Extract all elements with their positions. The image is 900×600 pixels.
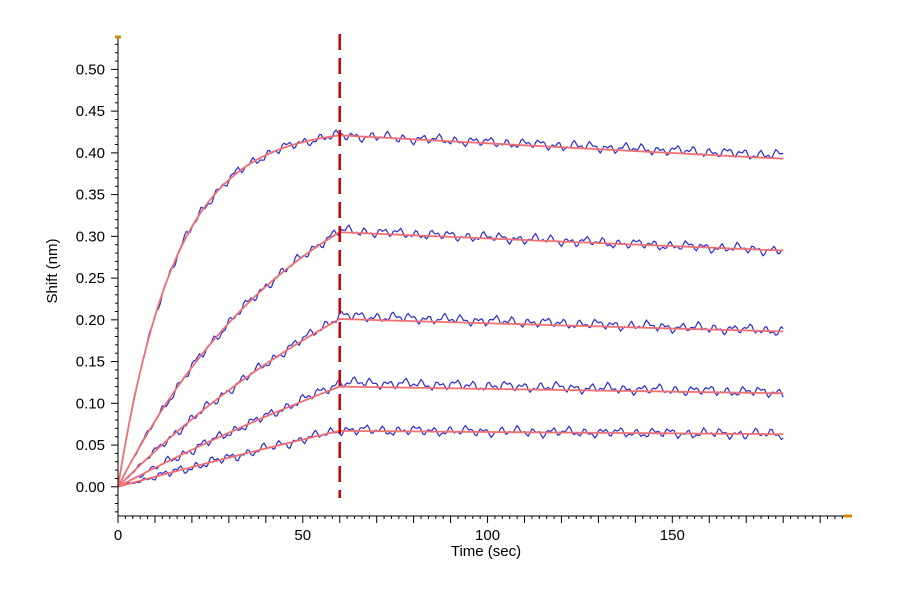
x-tick-label: 50 — [294, 527, 311, 544]
x-axis-title: Time (sec) — [451, 543, 521, 560]
y-tick-label: 0.45 — [76, 103, 105, 120]
y-tick-label: 0.50 — [76, 61, 105, 78]
fit-curve-4 — [117, 318, 784, 488]
y-tick-label: 0.00 — [76, 479, 105, 496]
y-tick-label: 0.10 — [76, 395, 105, 412]
x-tick-label: 100 — [475, 527, 500, 544]
fit-curve-6 — [117, 430, 784, 488]
x-tick-label: 150 — [660, 527, 685, 544]
axes: 0 50 100 150 0.00 0.05 0.10 0.15 0.20 0.25 0.30 0.3… — [76, 35, 852, 544]
measured-curve-6 — [117, 424, 784, 488]
y-tick-label: 0.15 — [76, 354, 105, 371]
fit-curve-3 — [117, 231, 784, 488]
fit-curve-2 — [117, 134, 784, 487]
measured-curve-3 — [117, 224, 784, 488]
plot-area — [117, 34, 784, 498]
measured-curve-2 — [117, 129, 784, 487]
y-tick-label: 0.30 — [76, 228, 105, 245]
y-tick-label: 0.25 — [76, 270, 105, 287]
y-tick-label: 0.35 — [76, 187, 105, 204]
fit-curve-5 — [117, 385, 784, 488]
y-tick-label: 0.40 — [76, 145, 105, 162]
x-tick-label: 0 — [114, 527, 122, 544]
y-axis-title: Shift (nm) — [44, 238, 61, 303]
y-tick-label: 0.05 — [76, 437, 105, 454]
y-tick-label: 0.20 — [76, 312, 105, 329]
